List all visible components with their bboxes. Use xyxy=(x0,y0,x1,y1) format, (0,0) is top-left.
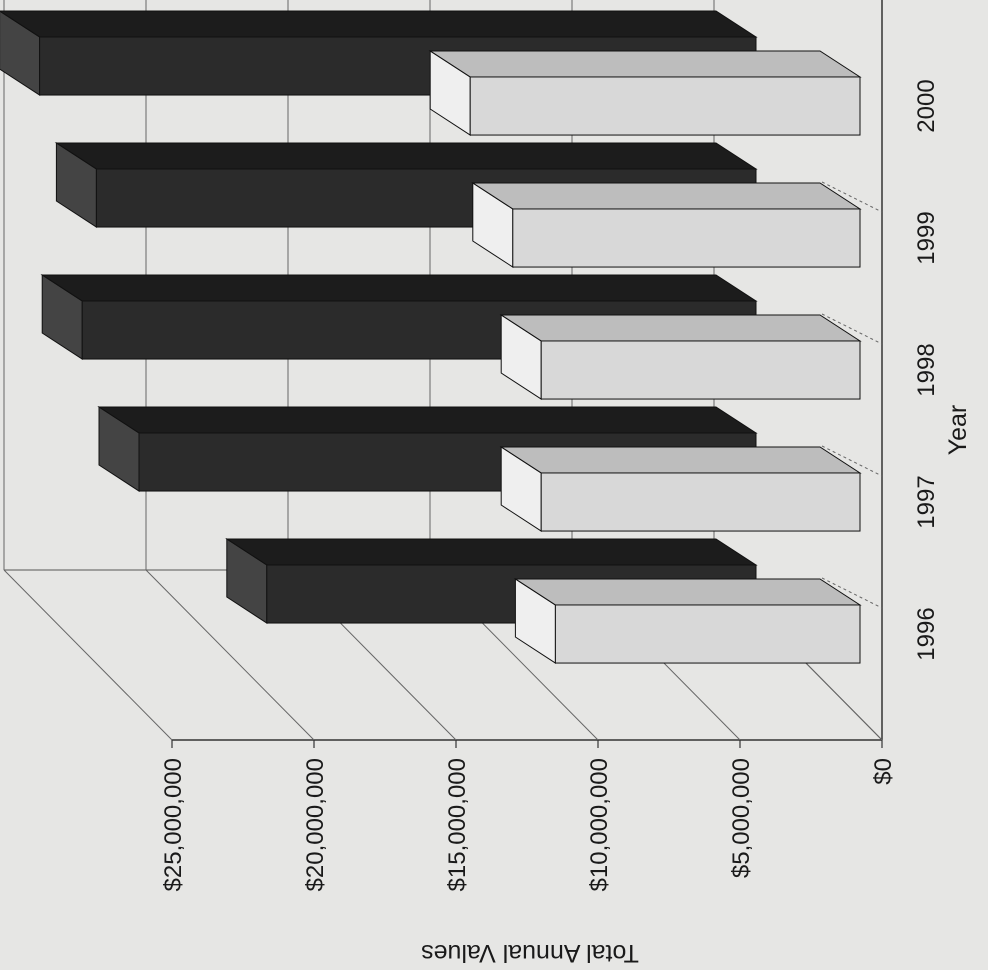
value-tick-label: $20,000,000 xyxy=(302,758,329,891)
value-tick-label: $25,000,000 xyxy=(160,758,187,891)
value-tick-label: $0 xyxy=(870,758,897,785)
value-tick-label: $15,000,000 xyxy=(444,758,471,891)
value-tick-labels: $0 $5,000,000 $10,000,000 $15,000,000 $20,00… xyxy=(160,758,897,891)
category-separator xyxy=(821,577,883,609)
bar-2000-series-1 xyxy=(428,50,862,136)
x-axis-title: Year xyxy=(944,405,972,456)
value-tick-label: $5,000,000 xyxy=(728,758,755,878)
bar-1999-series-1 xyxy=(471,182,862,268)
bar-2000-series-2 xyxy=(0,10,758,96)
bars xyxy=(0,10,862,664)
category-separator xyxy=(821,181,883,213)
category-tick-label: 1996 xyxy=(913,607,940,660)
gridline-floor xyxy=(145,569,315,741)
bar-1996-series-1 xyxy=(513,578,862,664)
category-tick-label: 2000 xyxy=(913,79,940,132)
category-tick-label: 1999 xyxy=(913,211,940,264)
category-tick-labels: 1996 1997 1998 1999 2000 xyxy=(913,79,940,660)
category-tick-label: 1998 xyxy=(913,343,940,396)
category-tick-label: 1997 xyxy=(913,475,940,528)
bar-1997-series-1 xyxy=(499,446,862,532)
y-axis-title: Total Annual Values xyxy=(421,939,639,967)
category-separator xyxy=(821,445,883,477)
bar-1998-series-1 xyxy=(499,314,862,400)
category-separator xyxy=(821,313,883,345)
value-tick-label: $10,000,000 xyxy=(586,758,613,891)
gridline-floor xyxy=(3,569,173,741)
